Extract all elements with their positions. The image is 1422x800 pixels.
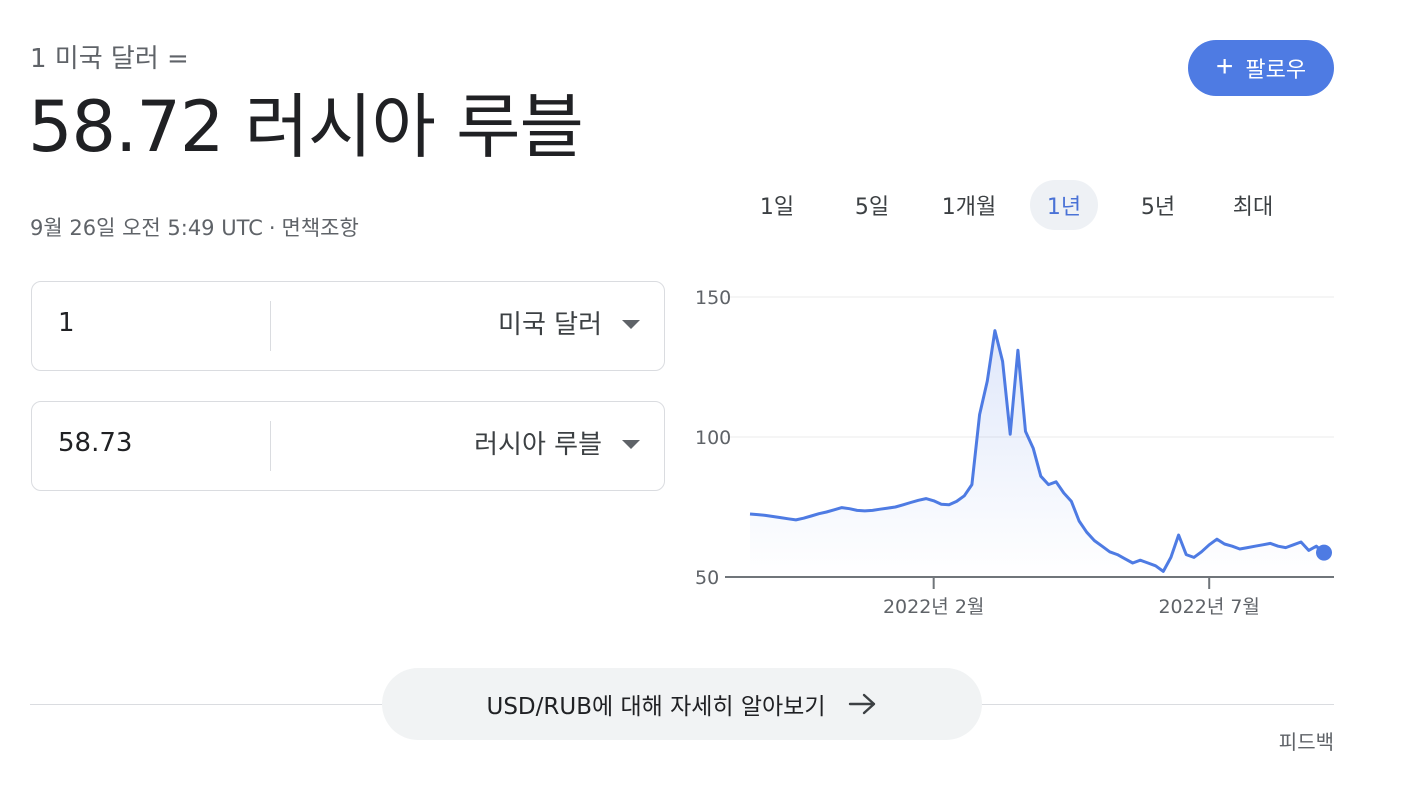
learn-more-button[interactable]: USD/RUB에 대해 자세히 알아보기 — [382, 668, 982, 740]
arrow-right-icon — [848, 693, 875, 715]
divider — [270, 301, 271, 351]
follow-label: 팔로우 — [1245, 57, 1307, 82]
current-point — [1316, 544, 1332, 561]
exchange-rate-chart[interactable]: 150 100 50 2022년 2월 2022년 7월 — [690, 280, 1340, 620]
from-currency-select[interactable]: 미국 달러 — [498, 304, 640, 341]
converted-value: 58.72 러시아 루블 — [28, 86, 584, 168]
y-tick-label: 150 — [695, 287, 731, 309]
from-currency-row: 1 미국 달러 — [31, 281, 665, 371]
conversion-subtitle: 1 미국 달러 = — [30, 44, 189, 74]
divider — [270, 421, 271, 471]
tab-1d[interactable]: 1일 — [759, 195, 795, 220]
x-tick-label: 2022년 2월 — [883, 596, 984, 618]
timestamp: 9월 26일 오전 5:49 UTC — [30, 216, 263, 240]
to-currency-label: 러시아 루블 — [474, 430, 602, 460]
chevron-down-icon — [622, 440, 640, 449]
tab-5d[interactable]: 5일 — [854, 195, 890, 220]
follow-button[interactable]: + 팔로우 — [1188, 40, 1334, 96]
y-tick-label: 50 — [695, 567, 719, 589]
x-tick-label: 2022년 7월 — [1158, 596, 1259, 618]
timestamp-line: 9월 26일 오전 5:49 UTC · 면책조항 — [30, 212, 359, 242]
from-amount-input[interactable]: 1 — [58, 308, 75, 338]
feedback-link[interactable]: 피드백 — [1278, 730, 1334, 754]
from-currency-label: 미국 달러 — [498, 310, 602, 340]
range-tabs: 1일 5일 1개월 1년 5년 최대 — [730, 180, 1320, 230]
tab-max[interactable]: 최대 — [1232, 195, 1274, 220]
tab-5y[interactable]: 5년 — [1140, 195, 1176, 220]
to-currency-select[interactable]: 러시아 루블 — [474, 424, 640, 461]
separator: · — [268, 216, 276, 240]
learn-more-label: USD/RUB에 대해 자세히 알아보기 — [486, 694, 826, 720]
series-area — [750, 330, 1324, 577]
y-tick-label: 100 — [695, 427, 731, 449]
disclaimer-link[interactable]: 면책조항 — [281, 216, 359, 240]
chevron-down-icon — [622, 320, 640, 329]
to-amount-input[interactable]: 58.73 — [58, 428, 133, 458]
tab-1m[interactable]: 1개월 — [941, 195, 997, 220]
series-line — [749, 329, 1325, 573]
plus-icon: + — [1215, 49, 1234, 83]
to-currency-row: 58.73 러시아 루블 — [31, 401, 665, 491]
tab-1y[interactable]: 1년 — [1030, 180, 1098, 230]
